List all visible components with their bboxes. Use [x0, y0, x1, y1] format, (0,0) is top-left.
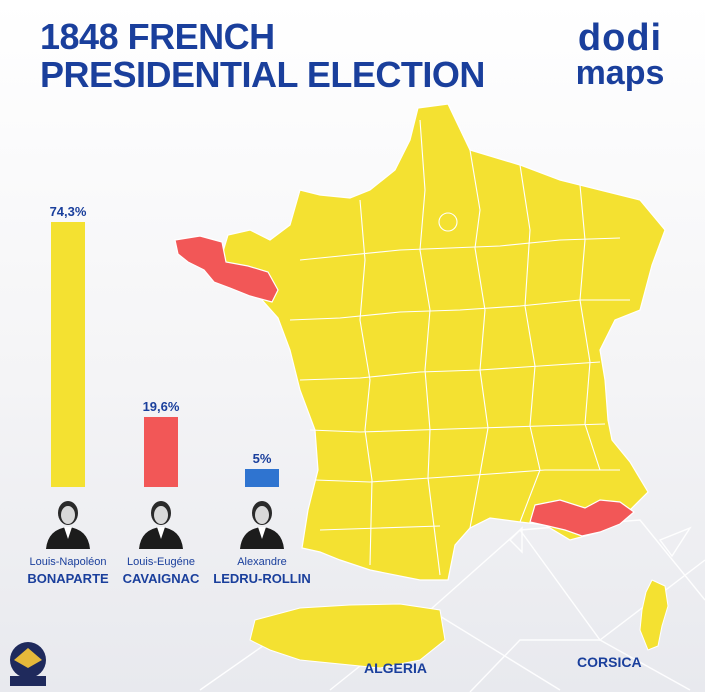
corsica-region	[639, 579, 669, 651]
logo-line-2: maps	[575, 54, 665, 92]
page-title: 1848 FRENCH PRESIDENTIAL ELECTION	[40, 18, 485, 94]
candidate-last-name: BONAPARTE	[27, 571, 109, 586]
corsica-label: CORSICA	[577, 654, 642, 670]
candidate-first-name: Alexandre	[237, 556, 287, 568]
portrait-cavaignac-icon	[139, 501, 183, 549]
candidate-first-name: Louis-Eugéne	[127, 556, 195, 568]
brittany-region	[174, 235, 279, 303]
portrait-bonaparte-icon	[46, 501, 90, 549]
candidate-last-name: CAVAIGNAC	[122, 571, 200, 586]
algeria-label: ALGERIA	[364, 660, 427, 676]
algeria-region	[249, 603, 446, 669]
title-line-2: PRESIDENTIAL ELECTION	[40, 54, 485, 95]
dodi-maps-logo: dodi maps	[560, 17, 680, 100]
candidate-first-name: Louis-Napoléon	[29, 556, 107, 568]
department-borders	[289, 119, 630, 576]
provence-region	[529, 499, 635, 537]
portrait-ledru-rollin-icon	[240, 501, 284, 549]
candidate-last-name: LEDRU-ROLLIN	[213, 571, 311, 586]
title-line-1: 1848 FRENCH	[40, 16, 275, 57]
forum-badge-icon	[10, 642, 46, 686]
logo-line-1: dodi	[577, 17, 663, 59]
france-mainland-region	[221, 103, 666, 581]
